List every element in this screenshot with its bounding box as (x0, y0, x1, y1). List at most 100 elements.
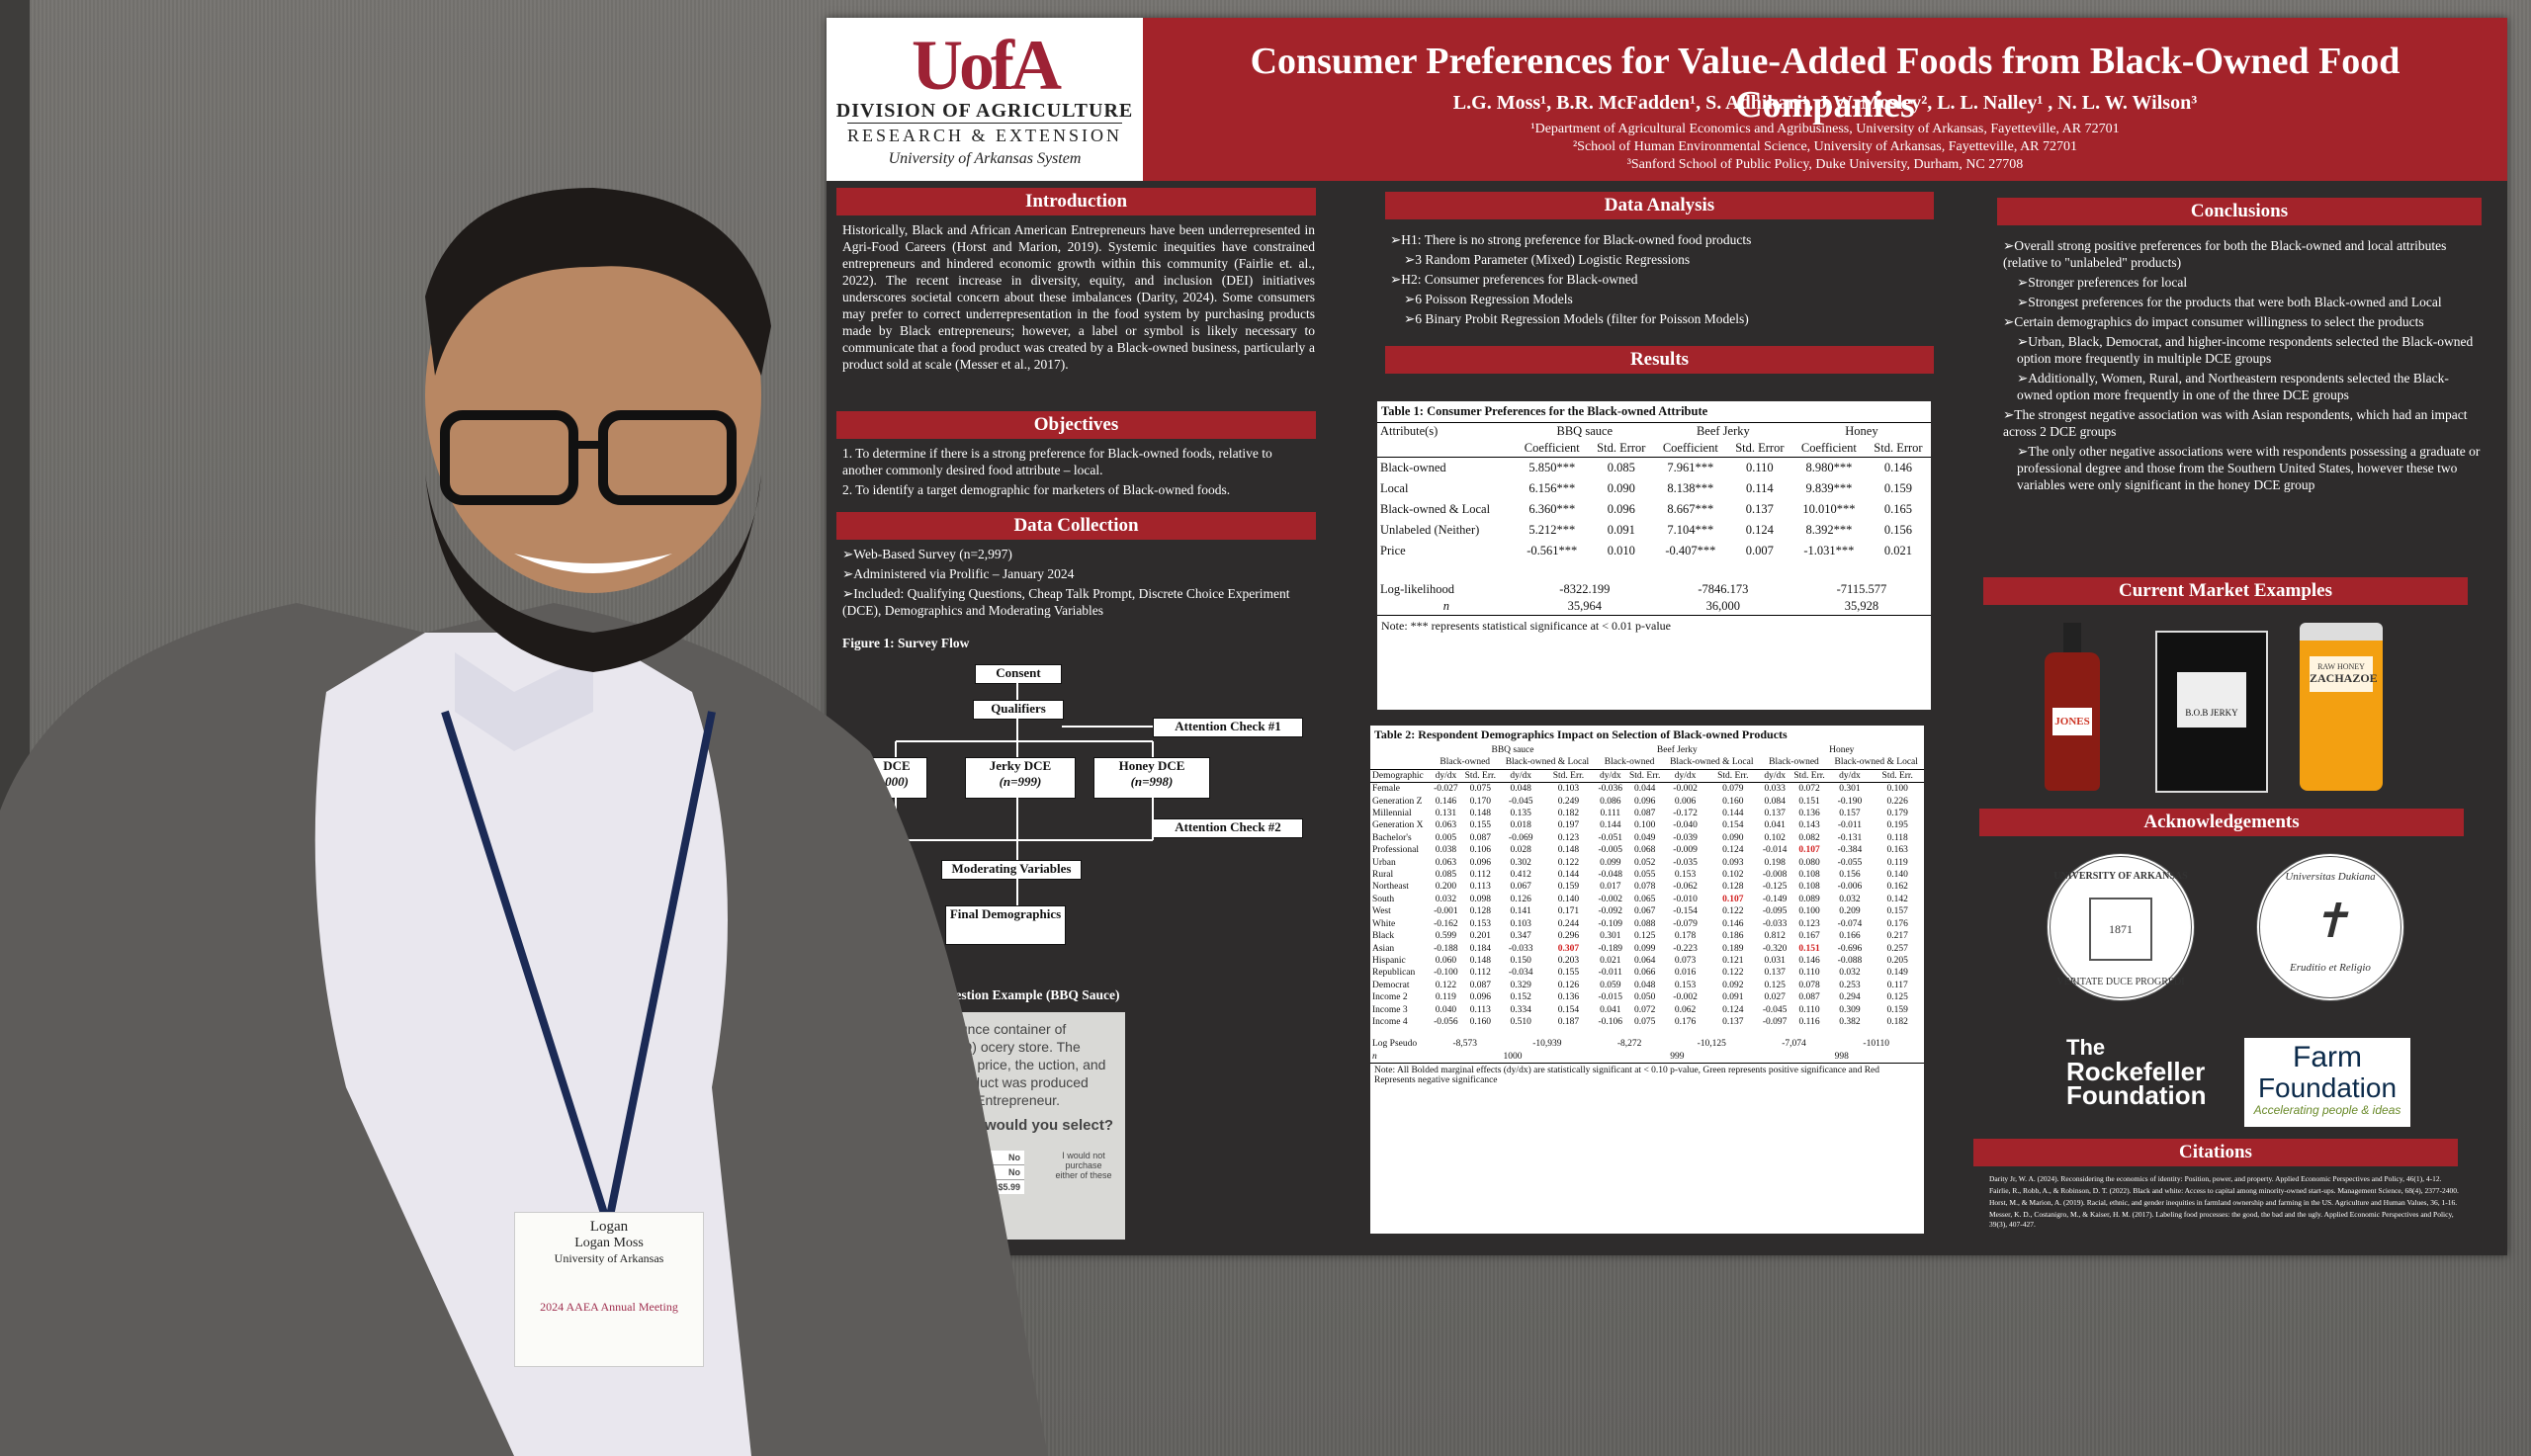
uark-seal: UNIVERSITY OF ARKANSAS 1871 VERITATE DUC… (2047, 853, 2195, 1001)
table-1-note: Note: *** represents statistical signifi… (1381, 619, 1672, 633)
table-2-row: Rural 0.085 0.112 0.412 0.144 -0.048 0.055 0.15… (1372, 870, 1908, 881)
conclusion-1a: ➢Stronger preferences for local (2017, 275, 2188, 290)
table-2-row: West -0.001 0.128 0.141 0.171 -0.092 0.067 -0.1… (1372, 906, 1908, 917)
citation-4: Messer, K. D., Costanigro, M., & Kaiser,… (1989, 1210, 2454, 1229)
table-2-row: Northeast 0.200 0.113 0.067 0.159 0.017 0.078-… (1372, 882, 1908, 893)
flow-arrows (895, 682, 1154, 905)
logo-system: University of Arkansas System (888, 150, 1082, 167)
honey-product: RAW HONEY ZACHAZOE (2300, 623, 2383, 791)
table-2-row: Generation Z 0.146 0.170 -0.045 0.249 0.086 0.… (1372, 796, 1908, 807)
flow-consent: Consent (975, 664, 1062, 684)
flow-attention-1: Attention Check #1 (1153, 718, 1303, 737)
poster-header: UofA DIVISION OF AGRICULTURE RESEARCH & … (827, 18, 2507, 181)
data-collection-heading: Data Collection (836, 512, 1316, 540)
duke-seal: Universitas Dukiana ✝ Eruditio et Religi… (2256, 853, 2404, 1001)
poster-authors: L.G. Moss¹, B.R. McFadden¹, S. Adhikari¹… (1452, 92, 2198, 114)
results-heading: Results (1385, 346, 1934, 374)
conclusion-3a: ➢The only other negative associations we… (2017, 444, 2481, 492)
analysis-list: ➢H1: There is no strong preference for B… (1390, 231, 1934, 330)
badge-first-name: Logan (589, 1219, 629, 1235)
table-1-row: Black-owned 5.850*** 0.085 7.961*** 0.110 8.9… (1380, 461, 1912, 474)
table-2-row: Democrat 0.122 0.087 0.329 0.126 0.059 0.048 0.… (1372, 980, 1908, 990)
figure-2-caption: E Question Example (BBQ Sauce) (925, 987, 1120, 1002)
table-2-row: Urban 0.063 0.096 0.302 0.122 0.099 0.052 -0.03… (1372, 857, 1908, 868)
uofa-logo: UofA DIVISION OF AGRICULTURE RESEARCH & … (827, 18, 1143, 181)
conclusion-2b: ➢Additionally, Women, Rural, and Northea… (2017, 371, 2449, 402)
affiliation-1: ¹Department of Agricultural Economics an… (1530, 122, 2120, 136)
objectives-list: 1. To determine if there is a strong pre… (842, 445, 1315, 501)
table-2-note: Note: All Bolded marginal effects (dy/dx… (1374, 1066, 1879, 1086)
logo-research: RESEARCH & EXTENSION (846, 123, 1122, 146)
table-2-grid: BBQ sauce Beef Jerky Honey Black-owned Bl… (1370, 744, 1924, 1064)
table-2-title: Table 2: Respondent Demographics Impact … (1374, 728, 1788, 741)
table-2-row: Generation X 0.063 0.155 0.018 0.197 0.144 0.1… (1372, 820, 1908, 831)
conclusion-2a: ➢Urban, Black, Democrat, and higher-inco… (2017, 334, 2474, 366)
analysis-h2a: ➢6 Poisson Regression Models (1404, 292, 1573, 306)
bbq-sauce-product: JONES (2045, 623, 2100, 791)
rockefeller-logo: The Rockefeller Foundation (2066, 1035, 2207, 1110)
collection-item-2: ➢Administered via Prolific – January 202… (842, 566, 1075, 581)
badge-event: 2024 AAEA Annual Meeting (540, 1300, 678, 1314)
conclusion-2: ➢Certain demographics do impact consumer… (2003, 314, 2424, 329)
survey-none-option: I would not purchase either of these (1055, 1151, 1112, 1180)
name-badge: Logan Logan Moss University of Arkansas … (514, 1212, 704, 1367)
research-poster: UofA DIVISION OF AGRICULTURE RESEARCH & … (827, 18, 2507, 1255)
ack-heading: Acknowledgements (1979, 809, 2464, 836)
beef-jerky-product: B.O.B JERKY (2155, 631, 2268, 793)
table-1-row: Local 6.156*** 0.090 8.138*** 0.114 9.839*** 0… (1380, 481, 1912, 495)
table-2-row: Republican -0.100 0.112 -0.034 0.155 -0.011 0.… (1372, 968, 1908, 979)
badge-org: University of Arkansas (554, 1251, 664, 1265)
table-2-row: Female -0.027 0.075 0.048 0.103 -0.036 0.044 -0… (1372, 784, 1908, 795)
analysis-h2b: ➢6 Binary Probit Regression Models (filt… (1404, 311, 1749, 326)
intro-text: Historically, Black and African American… (842, 222, 1315, 372)
collection-item-3: ➢Included: Qualifying Questions, Cheap T… (842, 586, 1290, 618)
table-1-row: Black-owned & Local 6.360*** 0.096 8.667***… (1380, 502, 1912, 516)
conclusions-list: ➢Overall strong positive preferences for… (2003, 237, 2483, 496)
table-2-row: Hispanic 0.060 0.148 0.150 0.203 0.021 0.064 0.… (1372, 955, 1908, 966)
conclusion-3: ➢The strongest negative association was … (2003, 407, 2468, 439)
objectives-heading: Objectives (836, 411, 1316, 439)
figure-1-caption: Figure 1: Survey Flow (842, 636, 970, 650)
citation-2: Fairlie, R., Robb, A., & Robinson, D. T.… (1989, 1186, 2459, 1195)
citation-1: Darity Jr, W. A. (2024). Reconsidering t… (1989, 1174, 2442, 1183)
survey-question: g option below would you select? (876, 1117, 1113, 1134)
table-1: Table 1: Consumer Preferences for the Bl… (1377, 401, 1931, 710)
citations-heading: Citations (1973, 1139, 2458, 1166)
table-2: Table 2: Respondent Demographics Impact … (1370, 726, 1924, 1234)
table-1-row: Unlabeled (Neither) 5.212*** 0.091 7.104***… (1380, 523, 1912, 537)
flow-final-demographics: Final Demographics (945, 905, 1066, 945)
citation-3: Horst, M., & Marion, A. (2019). Racial, … (1989, 1198, 2458, 1207)
collection-item-1: ➢Web-Based Survey (n=2,997) (842, 547, 1012, 561)
table-2-row: Income 4 -0.056 0.160 0.510 0.187 -0.106 0.075… (1372, 1016, 1908, 1027)
survey-option-table: Black Owned No Locally Produced No Price $5… (896, 1151, 1024, 1194)
flow-honey-dce: Honey DCE (n=998) (1093, 757, 1210, 799)
analysis-h2: ➢H2: Consumer preferences for Black-owne… (1390, 272, 1638, 287)
affiliation-3: ³Sanford School of Public Policy, Duke U… (1626, 157, 2024, 172)
market-heading: Current Market Examples (1983, 577, 2468, 605)
conclusions-heading: Conclusions (1997, 198, 2482, 225)
badge-full-name: Logan Moss (574, 1236, 644, 1250)
wall-edge (0, 0, 30, 1456)
logo-ua-mark: UofA (912, 26, 1062, 105)
table-2-row: Black 0.599 0.201 0.347 0.296 0.301 0.125 0.178… (1372, 931, 1908, 942)
table-2-row: Income 2 0.119 0.096 0.152 0.136 -0.015 0.050-… (1372, 992, 1908, 1003)
table-1-title: Table 1: Consumer Preferences for the Bl… (1377, 401, 1931, 423)
flow-attention-2: Attention Check #2 (1153, 818, 1303, 838)
intro-heading: Introduction (836, 188, 1316, 215)
survey-prompt: asing an 18-ounce container of barbeque … (876, 1021, 1106, 1108)
table-2-row: White -0.162 0.153 0.103 0.244 -0.109 0.088 -0.… (1372, 918, 1908, 929)
poster-title: Consumer Preferences for Value-Added Foo… (1250, 41, 2400, 126)
poster-affiliations: ¹Department of Agricultural Economics an… (1163, 121, 2487, 174)
table-1-grid: Attribute(s) BBQ sauce Beef Jerky Honey … (1377, 423, 1931, 616)
citations-list: Darity Jr, W. A. (2024). Reconsidering t… (1989, 1174, 2464, 1232)
table-2-row: Millennial 0.131 0.148 0.135 0.182 0.111 0.087… (1372, 809, 1908, 819)
table-2-row: Income 3 0.040 0.113 0.334 0.154 0.041 0.072 0.… (1372, 1004, 1908, 1015)
conclusion-1b: ➢Strongest preferences for the products … (2017, 295, 2442, 309)
conclusion-1: ➢Overall strong positive preferences for… (2003, 238, 2447, 270)
table-2-row: Bachelor's 0.005 0.087 -0.069 0.123 -0.051 0.0… (1372, 832, 1908, 843)
table-2-row: South 0.032 0.098 0.126 0.140 -0.002 0.065 -0.0… (1372, 894, 1908, 904)
objective-2: 2. To identify a target demographic for … (842, 482, 1231, 497)
analysis-heading: Data Analysis (1385, 192, 1934, 219)
data-collection-list: ➢Web-Based Survey (n=2,997) ➢Administere… (842, 546, 1315, 622)
objective-1: 1. To determine if there is a strong pre… (842, 446, 1272, 477)
